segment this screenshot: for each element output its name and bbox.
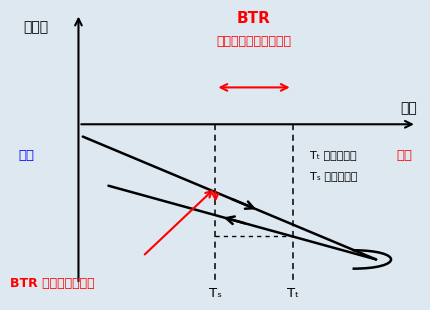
- Text: Tₛ 固相線温度: Tₛ 固相線温度: [309, 171, 356, 182]
- Text: （凝固ぜい性温度域）: （凝固ぜい性温度域）: [216, 35, 291, 48]
- Text: Tₜ 液相線温度: Tₜ 液相線温度: [309, 150, 356, 160]
- Text: Tₜ: Tₜ: [286, 287, 298, 300]
- Text: 低温: 低温: [18, 149, 34, 162]
- Text: 温度: 温度: [399, 101, 416, 115]
- Text: BTR: BTR: [237, 11, 270, 26]
- Text: ひずみ: ひずみ: [23, 20, 48, 34]
- Text: 高温: 高温: [396, 149, 412, 162]
- Text: Tₛ: Tₛ: [209, 287, 221, 300]
- Text: BTR 塑性ひずみ増分: BTR 塑性ひずみ増分: [10, 277, 94, 290]
